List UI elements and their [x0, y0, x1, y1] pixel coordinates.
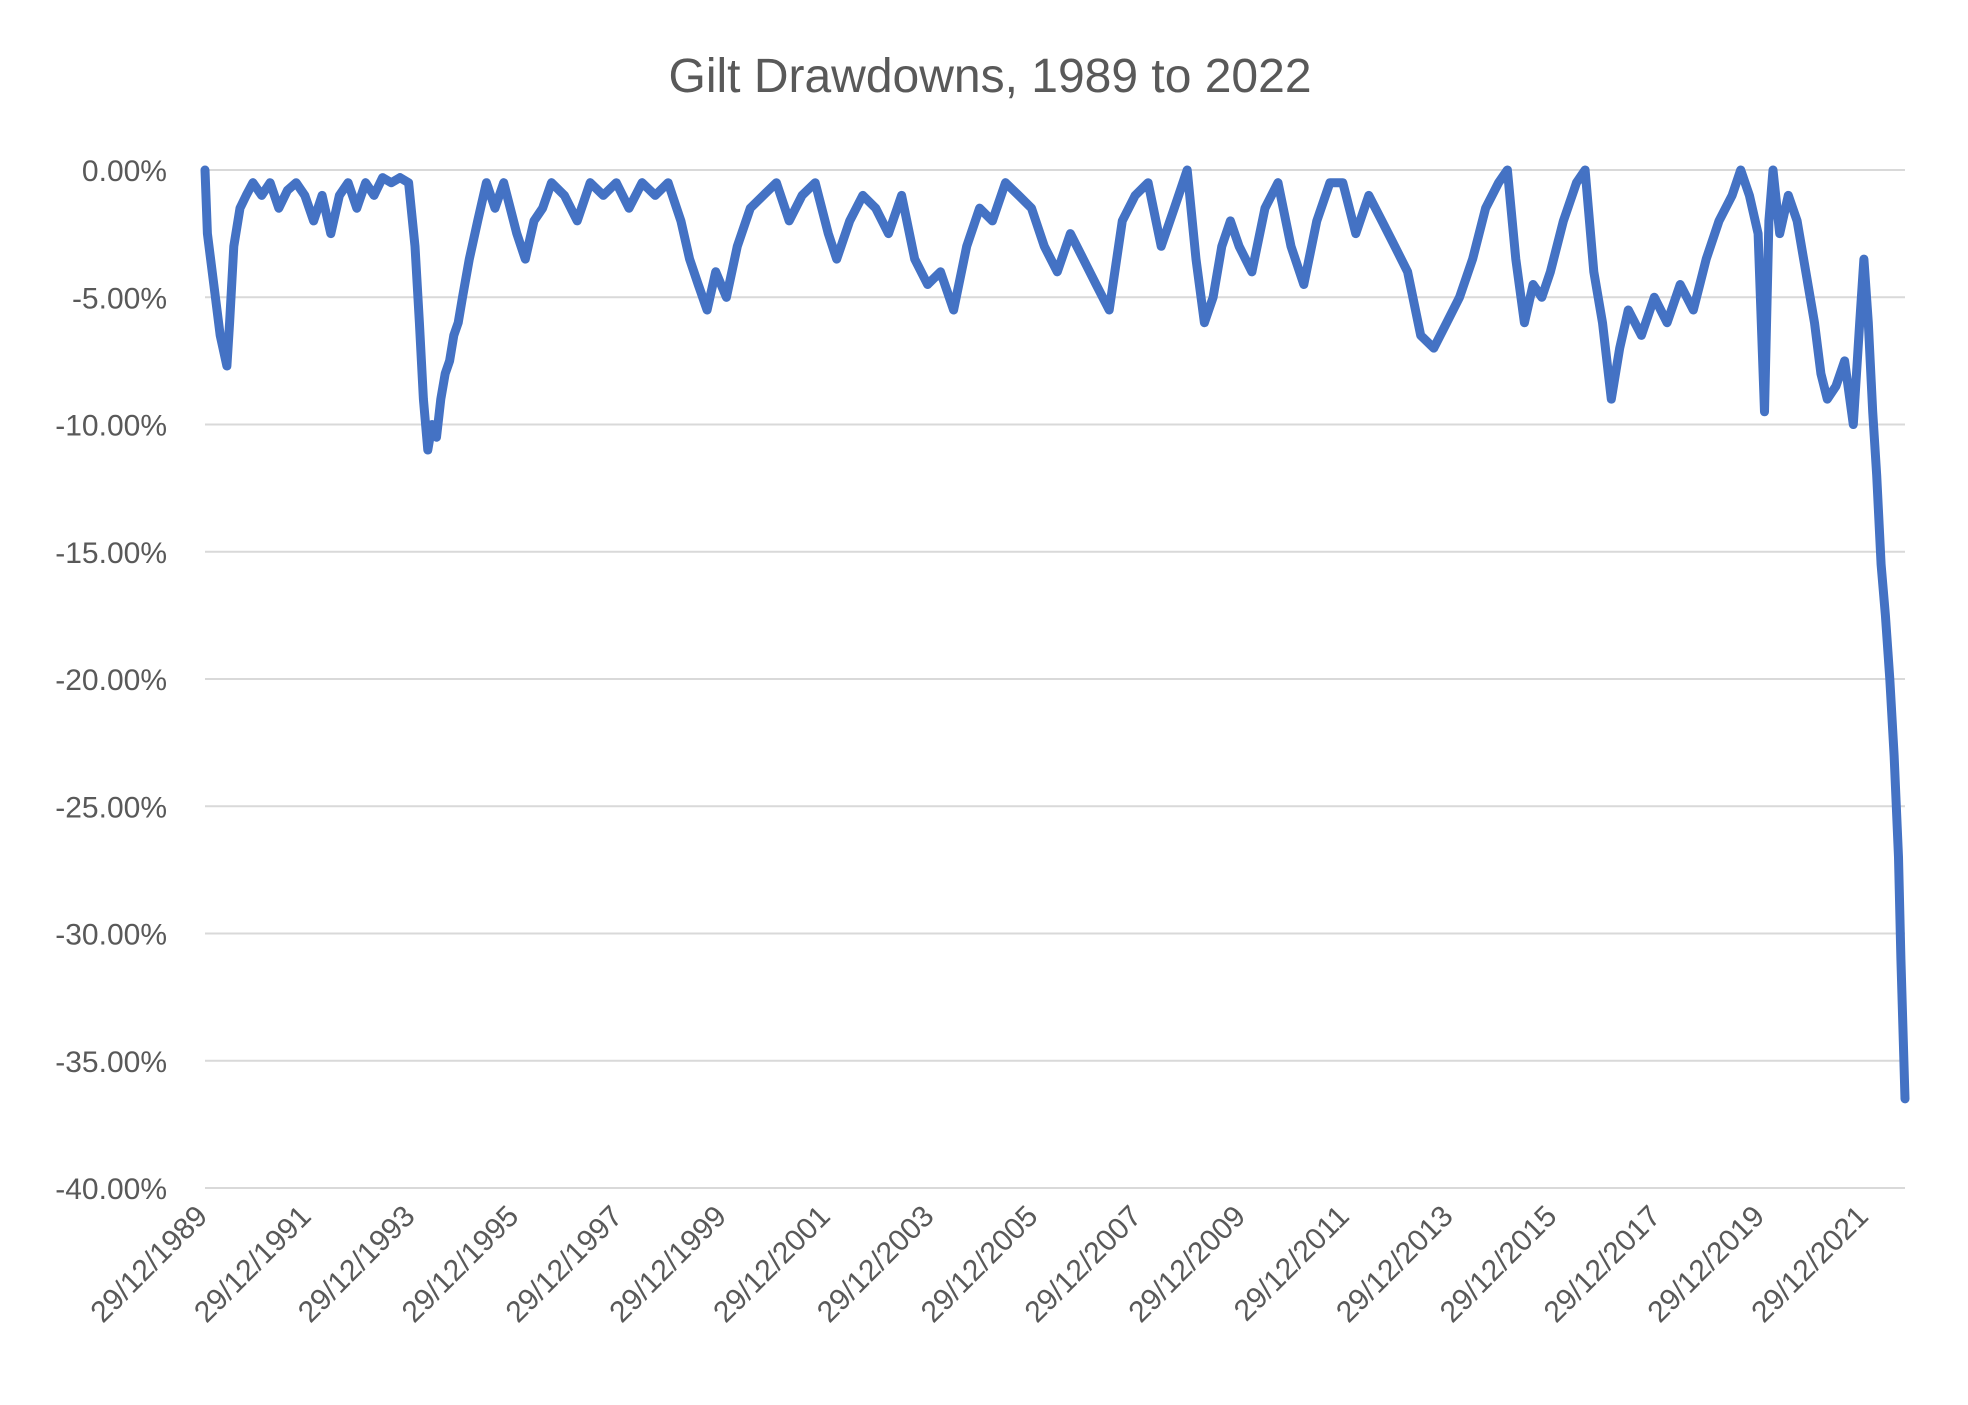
series-layer	[200, 165, 1910, 1104]
series-line	[200, 165, 1910, 1104]
y-tick-label: -5.00%	[72, 282, 167, 315]
y-tick-label: -15.00%	[55, 537, 167, 570]
y-tick-label: -10.00%	[55, 410, 167, 443]
y-tick-label: -20.00%	[55, 664, 167, 697]
y-tick-label: -25.00%	[55, 791, 167, 824]
gridlines	[205, 169, 1905, 1189]
y-tick-label: 0.00%	[82, 155, 167, 188]
y-tick-label: -40.00%	[55, 1173, 167, 1206]
y-tick-labels: 0.00% -5.00% -10.00% -15.00% -20.00% -25.00% -…	[55, 155, 167, 1206]
y-tick-label: -35.00%	[55, 1046, 167, 1079]
y-tick-label: -30.00%	[55, 919, 167, 952]
chart-title: Gilt Drawdowns, 1989 to 2022	[668, 50, 1311, 103]
